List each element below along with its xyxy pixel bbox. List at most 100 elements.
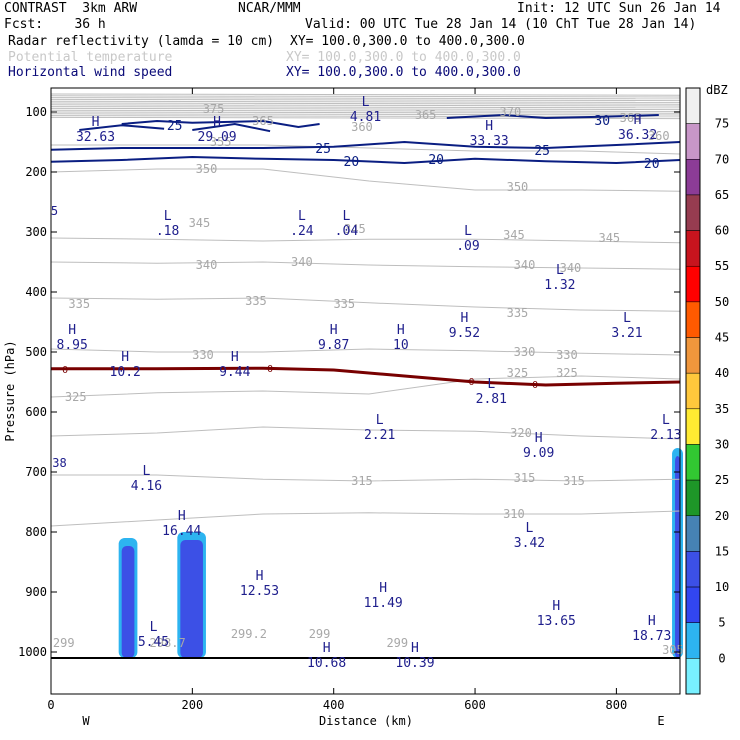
extremum-value: 9.52	[449, 326, 480, 341]
extremum-value: 10.2	[110, 365, 141, 380]
theta-label: 325	[507, 366, 529, 380]
theta-label: 298.7	[150, 636, 186, 650]
colorbar-label: 10	[715, 580, 729, 594]
theta-contour	[51, 144, 681, 155]
theta-label: 360	[648, 129, 670, 143]
extremum-value: 16.44	[162, 524, 201, 539]
extremum-marker: H	[92, 115, 100, 130]
wind-contour	[50, 140, 681, 151]
colorbar-swatch	[685, 622, 701, 659]
theta-label: 335	[507, 306, 529, 320]
theta-label: 299	[53, 636, 75, 650]
theta-label: 315	[351, 474, 373, 488]
x-tick-label: 800	[606, 698, 628, 712]
wind-contour	[446, 113, 659, 120]
extremum-marker: H	[461, 311, 469, 326]
theta-contour	[50, 95, 681, 98]
theta-contour	[50, 510, 681, 527]
theta-contour	[50, 106, 681, 109]
extremum-marker: L	[526, 521, 534, 536]
extremum-value: 4.81	[350, 110, 381, 125]
colorbar-swatch	[685, 301, 701, 338]
edge-label: 38	[52, 456, 66, 470]
field-reflectivity: Radar reflectivity (lamda = 10 cm)	[8, 34, 275, 49]
theta-label: 340	[514, 258, 536, 272]
extremum-value: 9.09	[523, 446, 554, 461]
extremum-marker: L	[623, 311, 631, 326]
y-tick-label: 900	[25, 585, 47, 599]
colorbar-label: 65	[715, 188, 729, 202]
colorbar-swatch	[685, 515, 701, 552]
colorbar-swatch	[685, 265, 701, 303]
extremum-marker: H	[634, 113, 642, 128]
extremum-marker: L	[298, 209, 306, 224]
field-theta: Potential temperature	[8, 50, 173, 65]
extremum-marker: H	[552, 599, 560, 614]
colorbar-swatch	[685, 586, 701, 623]
extremum-marker: H	[485, 119, 493, 134]
theta-contour	[50, 102, 681, 105]
colorbar-swatch	[685, 87, 701, 124]
theta-contour	[50, 107, 681, 111]
theta-label: 340	[196, 258, 218, 272]
colorbar-label: 70	[715, 152, 729, 166]
colorbar-label: 30	[715, 437, 729, 451]
extremum-value: 3.21	[611, 326, 642, 341]
theta-label: 310	[503, 507, 525, 521]
init-time: Init: 12 UTC Sun 26 Jan 14	[517, 1, 721, 16]
theta-contour	[50, 348, 681, 356]
extremum-value: .18	[156, 224, 179, 239]
colorbar-swatch	[685, 123, 701, 160]
extremum-marker: L	[164, 209, 172, 224]
colorbar-swatch	[685, 551, 701, 588]
freezing-label: 0	[267, 364, 273, 375]
theta-label: 335	[245, 294, 267, 308]
wind-label: 20	[428, 153, 444, 168]
wind-label: 30	[594, 114, 610, 129]
theta-label: 330	[556, 348, 578, 362]
extremum-value: 13.65	[537, 614, 576, 629]
extremum-marker: L	[150, 620, 158, 635]
theta-label: 365	[415, 108, 437, 122]
colorbar-label: 35	[715, 402, 729, 416]
extremum-marker: H	[231, 350, 239, 365]
theta-label: 345	[598, 231, 620, 245]
x-tick-label: 200	[182, 698, 204, 712]
colorbar-label: 15	[715, 544, 729, 558]
theta-contour	[50, 113, 681, 116]
wind-label: 25	[534, 144, 550, 159]
theta-label: 330	[514, 345, 536, 359]
colorbar-swatch	[685, 159, 701, 196]
extremum-marker: H	[256, 569, 264, 584]
colorbar-label: 0	[718, 651, 725, 665]
extremum-marker: H	[648, 614, 656, 629]
theta-label: 305	[662, 643, 684, 657]
field-theta-xy: XY= 100.0,300.0 to 400.0,300.0	[286, 50, 521, 65]
institution-label: NCAR/MMM	[238, 1, 301, 16]
theta-label: 340	[291, 255, 313, 269]
y-tick-label: 100	[25, 105, 47, 119]
theta-contour	[50, 116, 681, 120]
extremum-value: 2.81	[476, 392, 507, 407]
colorbar-label: 50	[715, 295, 729, 309]
theta-contour	[51, 474, 681, 482]
extremum-value: 8.95	[57, 338, 88, 353]
colorbar-frame	[685, 87, 701, 695]
wind-label: 25	[167, 119, 183, 134]
extremum-value: 9.44	[219, 365, 250, 380]
colorbar-swatch	[685, 479, 701, 517]
theta-contour	[50, 100, 681, 103]
theta-label: 315	[563, 474, 585, 488]
extremum-marker: H	[379, 581, 387, 596]
extremum-value: 36.32	[618, 128, 657, 143]
x-tick-label: 600	[464, 698, 486, 712]
colorbar-label: 25	[715, 473, 729, 487]
colorbar-label: 40	[715, 366, 729, 380]
field-reflectivity-xy: XY= 100.0,300.0 to 400.0,300.0	[290, 34, 525, 49]
theta-label: 299.2	[231, 627, 267, 641]
theta-contour	[50, 237, 681, 244]
colorbar-swatch	[685, 658, 701, 695]
theta-label: 325	[556, 366, 578, 380]
theta-contour	[50, 375, 681, 398]
